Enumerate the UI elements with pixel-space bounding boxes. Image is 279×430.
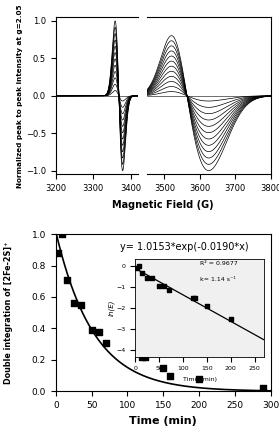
Point [261,385,266,392]
Point [104,339,108,346]
Point [161,364,165,371]
Point [143,353,148,360]
Y-axis label: Normalized peak to peak intensity at g=2.05: Normalized peak to peak intensity at g=2… [17,4,23,187]
Point [64,276,69,283]
X-axis label: Time (min): Time (min) [129,415,197,426]
Point [59,230,64,237]
Text: Magnetic Field (G): Magnetic Field (G) [112,200,214,210]
Point [89,326,94,333]
Point [140,353,144,360]
Point [71,300,76,307]
Point [168,372,173,379]
Y-axis label: Double integration of [2Fe-2S]⁺: Double integration of [2Fe-2S]⁺ [4,242,13,384]
Text: y= 1.0153*exp(-0.0190*x): y= 1.0153*exp(-0.0190*x) [120,242,249,252]
Point [97,328,101,335]
Point [79,301,83,308]
Point [56,249,60,256]
Point [197,375,201,382]
